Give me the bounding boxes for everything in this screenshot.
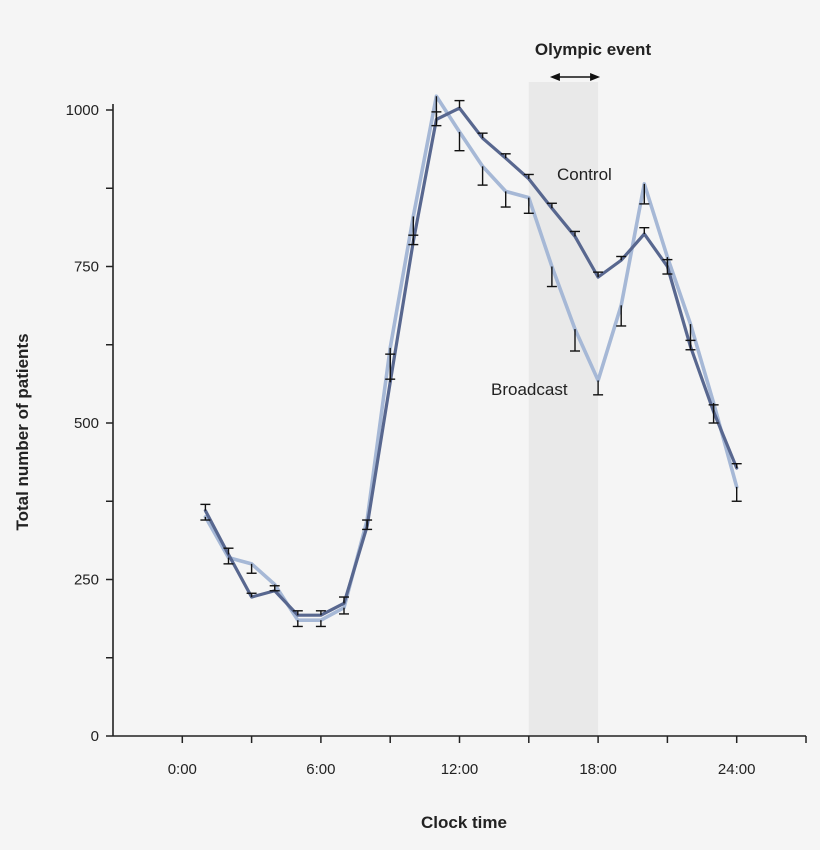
x-tick-label: 0:00	[168, 761, 197, 778]
x-axis-title: Clock time	[421, 813, 507, 832]
olympic-event-label: Olympic event	[535, 40, 652, 59]
y-tick-label: 250	[74, 572, 99, 589]
x-tick-label: 18:00	[579, 761, 617, 778]
broadcast-series-label: Broadcast	[491, 380, 568, 399]
control-series-label: Control	[557, 165, 612, 184]
control-series-line	[203, 106, 739, 617]
y-tick-label: 750	[74, 259, 99, 276]
error-bars	[200, 96, 742, 628]
axis-ticks: 0 250 500 750 1000 0:00 6:00 12:00 18:00 24:00	[66, 102, 807, 778]
y-tick-label: 500	[74, 415, 99, 432]
broadcast-series-line	[203, 94, 739, 622]
y-tick-label: 1000	[66, 102, 99, 119]
series-layer	[203, 94, 739, 622]
y-axis-title: Total number of patients	[13, 333, 32, 530]
y-tick-label: 0	[91, 728, 99, 745]
olympic-event-arrow	[549, 73, 601, 81]
x-tick-label: 12:00	[441, 761, 479, 778]
x-tick-label: 6:00	[306, 761, 335, 778]
x-tick-label: 24:00	[718, 761, 756, 778]
